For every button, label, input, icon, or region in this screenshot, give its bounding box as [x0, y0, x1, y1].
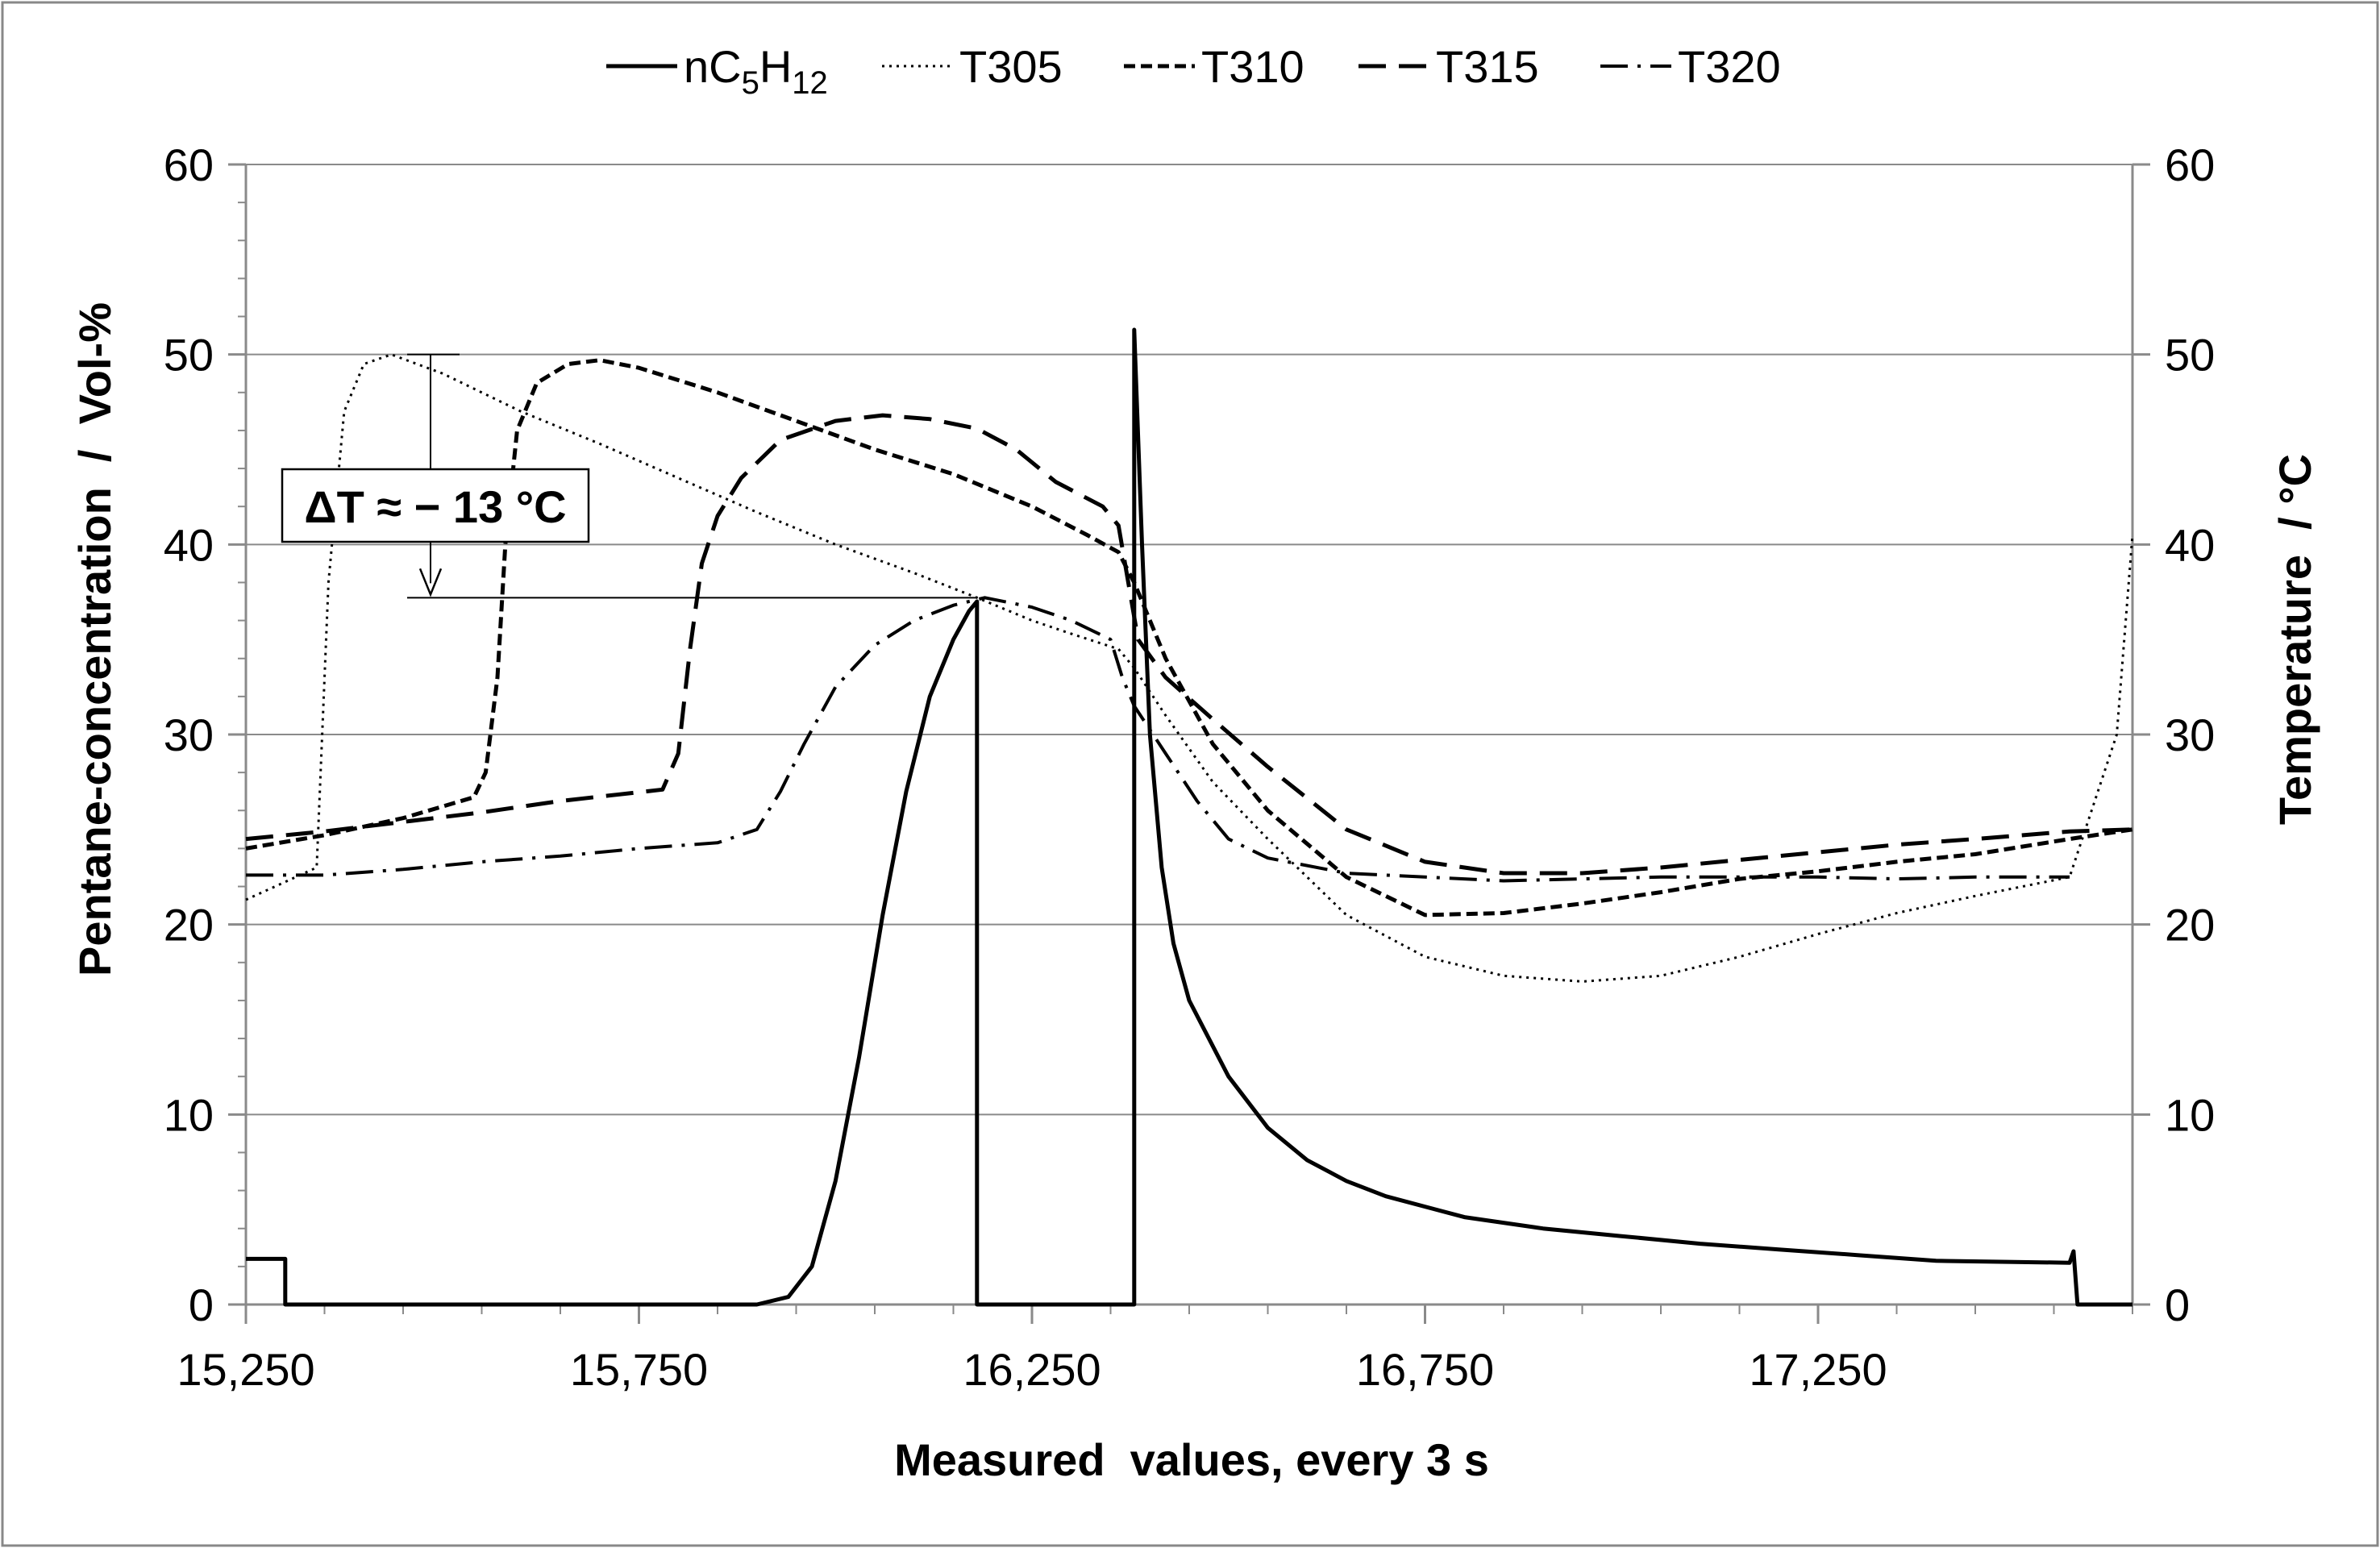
y-tick-label-left: 10 — [164, 1089, 214, 1140]
x-tick-label: 15,750 — [570, 1344, 708, 1395]
y-tick-label-right: 10 — [2165, 1089, 2215, 1140]
y-tick-label-left: 60 — [164, 139, 214, 190]
y-axis-right-label: Temperature / °C — [2270, 454, 2320, 825]
series-line-t305 — [245, 353, 2134, 983]
y-tick-label-left: 40 — [164, 519, 214, 570]
legend-label-t310: T310 — [1201, 41, 1304, 92]
x-tick-label: 16,250 — [963, 1344, 1101, 1395]
y-axis-left-label: Pentane-concentration / Vol-% — [69, 302, 120, 976]
y-tick-label-right: 60 — [2165, 139, 2215, 190]
annotation-arrowhead — [418, 568, 443, 597]
x-tick-label: 16,750 — [1356, 1344, 1494, 1395]
legend-label-nc5h12: nC5H12 — [684, 41, 828, 101]
x-tick-label: 15,250 — [177, 1344, 314, 1395]
y-tick-label-left: 0 — [189, 1280, 214, 1330]
y-tick-label-right: 50 — [2165, 330, 2215, 381]
annotation-text: ΔT ≈ − 13 °C — [304, 481, 566, 532]
y-tick-label-left: 50 — [164, 330, 214, 381]
legend-label-part: 12 — [792, 65, 828, 101]
legend: nC5H12 T305 T310 T315 T320 — [606, 41, 1781, 101]
y-tick-label-right: 40 — [2165, 519, 2215, 570]
x-axis-label: Measured values, every 3 s — [894, 1434, 1489, 1485]
series-lines — [245, 327, 2134, 1307]
delta-t-annotation: ΔT ≈ − 13 °C — [281, 353, 977, 599]
y-tick-label-left: 20 — [164, 900, 214, 951]
gridlines — [246, 164, 2132, 1116]
series-line-t310 — [245, 358, 2133, 918]
y-tick-label-left: 30 — [164, 710, 214, 760]
x-tick-label: 17,250 — [1749, 1344, 1887, 1395]
legend-label-t315: T315 — [1436, 41, 1539, 92]
y-tick-label-right: 0 — [2165, 1280, 2190, 1330]
series-line-t320 — [246, 596, 2070, 883]
y-tick-label-right: 20 — [2165, 900, 2215, 951]
legend-label-part: H — [759, 41, 792, 92]
legend-label-part: nC — [684, 41, 742, 92]
legend-label-t320: T320 — [1678, 41, 1781, 92]
y-tick-label-right: 30 — [2165, 710, 2215, 760]
annotation-box — [281, 468, 590, 543]
series-line-t315 — [245, 413, 2133, 876]
series-line-nc5h12 — [246, 327, 2132, 1307]
legend-label-t305: T305 — [959, 41, 1063, 92]
legend-label-part: 5 — [742, 65, 759, 101]
